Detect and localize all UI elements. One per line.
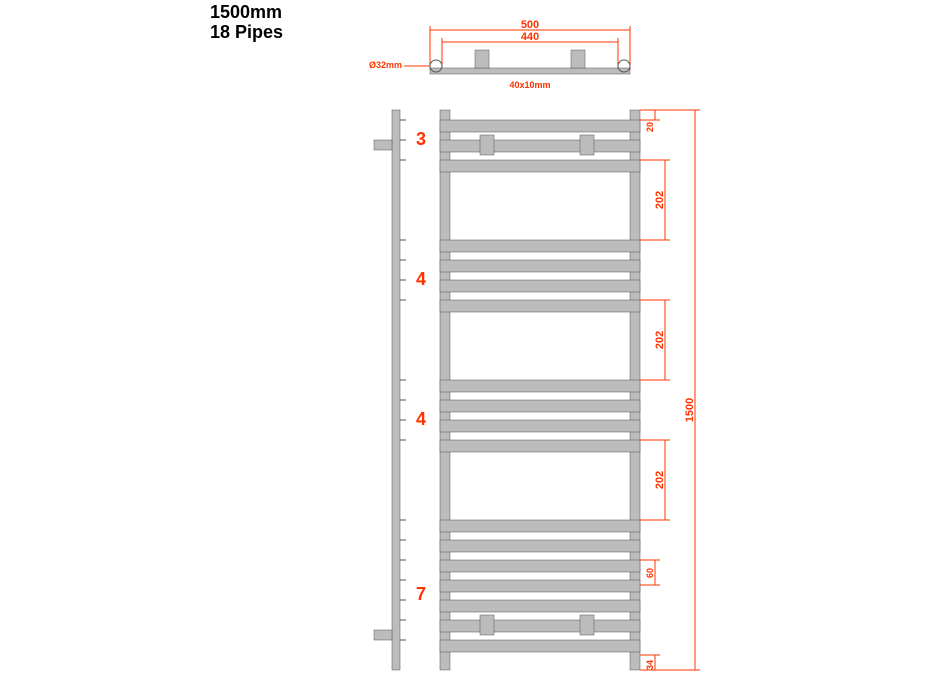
radiator-bar [440,440,640,452]
radiator-bar [440,420,640,432]
title-line-1: 1500mm [210,2,282,22]
dim-gap-1: 202 [654,191,666,209]
right-dims: 1500 20 202 202 202 60 [640,110,700,670]
dim-gap-2: 202 [654,331,666,349]
radiator-bar [440,380,640,392]
group-count-2: 4 [416,269,426,289]
mounting-bracket [480,615,494,635]
radiator-bar [440,600,640,612]
dim-inner-width: 440 [521,31,539,43]
radiator-bar [440,240,640,252]
radiator-bar [440,540,640,552]
mounting-bracket [580,615,594,635]
radiator-bar [440,120,640,132]
title-line-2: 18 Pipes [210,22,283,42]
radiator-bar [440,280,640,292]
group-count-3: 4 [416,409,426,429]
dim-height: 1500 [684,398,696,422]
radiator-bar [440,260,640,272]
side-view [374,110,406,670]
radiator-bar [440,400,640,412]
radiator-bar [440,140,640,152]
radiator-bar [440,640,640,652]
group-count-4: 7 [416,584,426,604]
dim-diameter: Ø32mm [369,60,402,70]
dim-top-gap: 20 [645,122,655,132]
radiator-bar [440,520,640,532]
radiator-bar [440,560,640,572]
dim-profile: 40x10mm [509,80,550,90]
mounting-bracket [580,135,594,155]
front-view: 3 4 4 7 1500 20 202 202 [416,110,700,670]
dim-outer-width: 500 [521,19,539,31]
radiator-bar [440,580,640,592]
dim-inner: 60 [645,568,655,578]
dim-bottom: 34 [645,660,655,670]
group-count-1: 3 [416,129,426,149]
radiator-bar [440,300,640,312]
radiator-bar [440,160,640,172]
dim-gap-3: 202 [654,471,666,489]
mounting-bracket [480,135,494,155]
radiator-bar [440,620,640,632]
top-view: 500 440 Ø32mm 40x10mm [369,19,630,90]
